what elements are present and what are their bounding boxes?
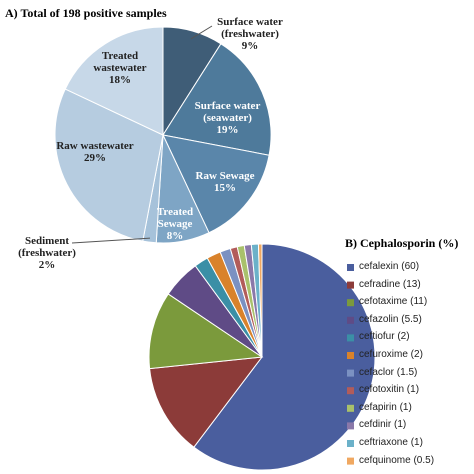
- legend-label: cefradine (13): [359, 278, 421, 290]
- chart-title: B) Cephalosporin (%): [345, 236, 459, 250]
- pie-slice: [148, 293, 264, 370]
- pie-slice: [193, 243, 376, 471]
- slice-label: Surface water (freshwater) 9%: [205, 16, 295, 52]
- legend-label: ceftiofur (2): [359, 331, 410, 343]
- legend-swatch: [347, 422, 354, 430]
- pie-slice: [257, 243, 263, 358]
- pie-slice: [54, 88, 164, 242]
- legend-swatch: [347, 316, 354, 324]
- legend-label: cefdinir (1): [359, 419, 407, 431]
- slice-value: 8%: [166, 230, 184, 242]
- legend-label: cefalexin (60): [359, 261, 420, 272]
- legend-label: ceftriaxone (1): [359, 437, 423, 448]
- pie-slice: [162, 134, 270, 234]
- chart-title: A) Total of 198 positive samples: [5, 6, 167, 20]
- slice-label: Treated Sewage 8%: [140, 206, 210, 242]
- legend-swatch: [347, 404, 354, 412]
- legend-swatch: [347, 369, 354, 377]
- slice-category: Sediment (freshwater): [18, 235, 76, 259]
- legend-swatch: [347, 387, 354, 395]
- slice-label: Surface water (seawater) 19%: [180, 100, 275, 136]
- slice-value: 18%: [109, 74, 131, 86]
- slice-category: Treated Sewage: [156, 206, 194, 230]
- slice-value: 29%: [84, 152, 106, 164]
- slice-category: Surface water (freshwater): [217, 16, 283, 40]
- legend-label: cefquinome (0.5): [359, 454, 435, 466]
- slice-label: Treated wastewater 18%: [75, 50, 165, 86]
- pie-slice: [149, 356, 264, 448]
- slice-category: Surface water (seawater): [194, 100, 261, 124]
- legend-swatch: [347, 334, 354, 342]
- leader-line: [190, 25, 213, 40]
- slice-value: 19%: [216, 124, 239, 136]
- slice-value: 2%: [38, 259, 56, 271]
- slice-value: 9%: [241, 40, 259, 52]
- legend-label: cefuroxime (2): [359, 349, 423, 360]
- slice-value: 15%: [214, 182, 236, 194]
- legend-swatch: [347, 264, 354, 271]
- legend-label: cefotoxitin (1): [359, 384, 420, 396]
- legend-label: cefapirin (1): [359, 401, 412, 413]
- slice-category: Treated wastewater: [93, 50, 147, 74]
- legend-swatch: [347, 457, 354, 465]
- legend-label: cefaclor (1.5): [359, 366, 418, 378]
- slice-category: Raw Sewage: [195, 170, 255, 182]
- legend-label: cefazolin (5.5): [359, 313, 422, 325]
- pie-slice: [162, 43, 272, 156]
- slice-label: Raw Sewage 15%: [185, 170, 265, 194]
- legend-swatch: [347, 352, 354, 359]
- legend-swatch: [347, 281, 354, 289]
- slice-label: Sediment (freshwater) 2%: [12, 235, 82, 271]
- legend-swatch: [347, 299, 354, 307]
- legend-swatch: [347, 440, 354, 447]
- leader-line: [71, 237, 150, 244]
- slice-category: Raw wastewater: [56, 140, 134, 152]
- slice-label: Raw wastewater 29%: [50, 140, 140, 164]
- pie-slice: [64, 26, 164, 136]
- legend-label: cefotaxime (11): [359, 296, 428, 308]
